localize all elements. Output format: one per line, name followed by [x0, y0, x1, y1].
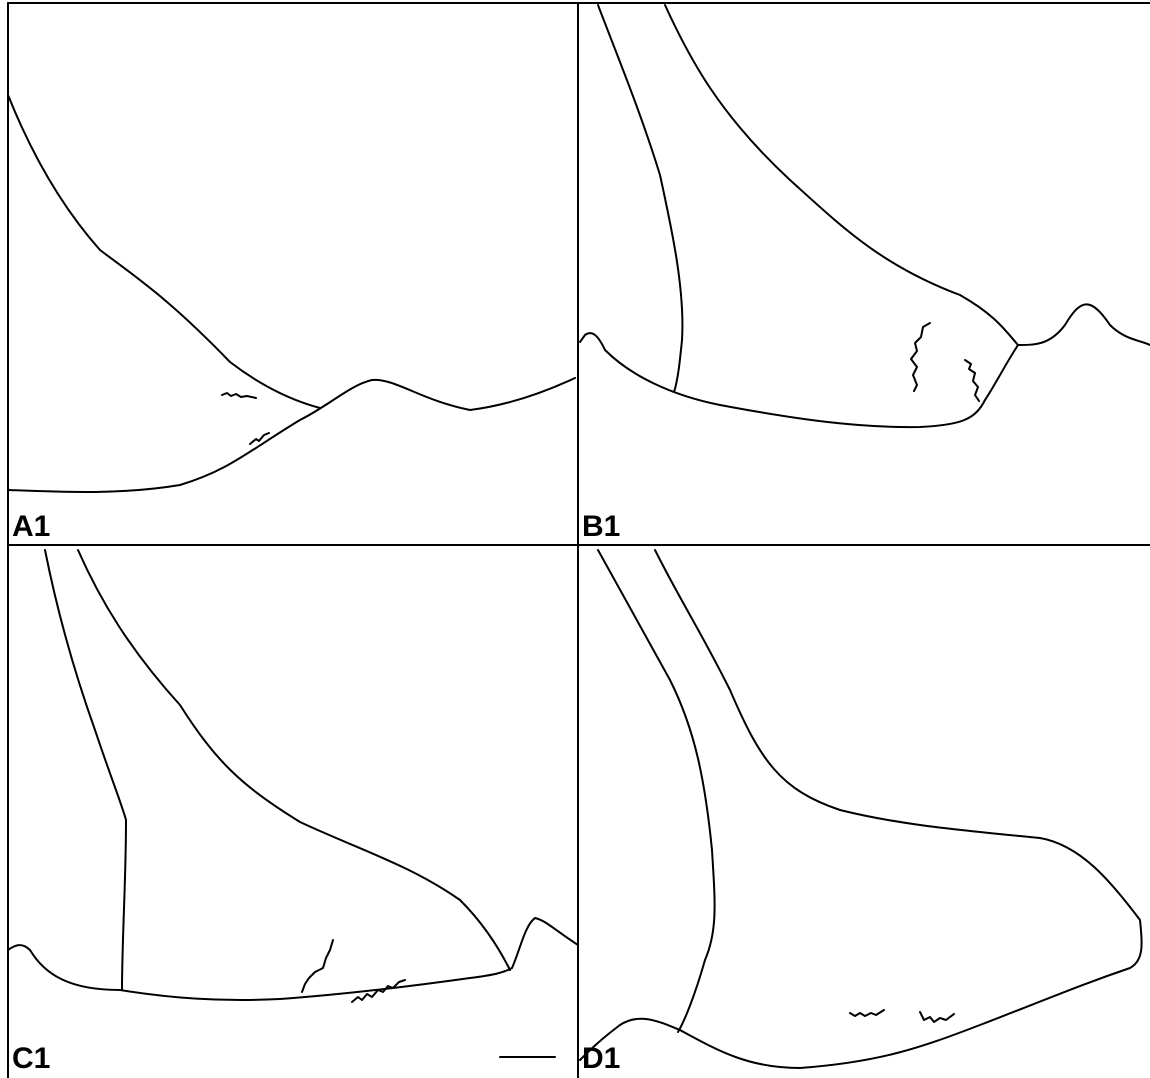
figure: A1 B1 C1 D1 [0, 0, 1150, 1078]
page: A1 B1 C1 D1 (() => { const data = JSON.p… [0, 0, 1150, 1078]
panel-label: A1 [12, 510, 50, 543]
background [0, 0, 1150, 1078]
panel-label: D1 [582, 1042, 620, 1075]
panel-label: B1 [582, 510, 620, 543]
panel-label: C1 [12, 1042, 50, 1075]
